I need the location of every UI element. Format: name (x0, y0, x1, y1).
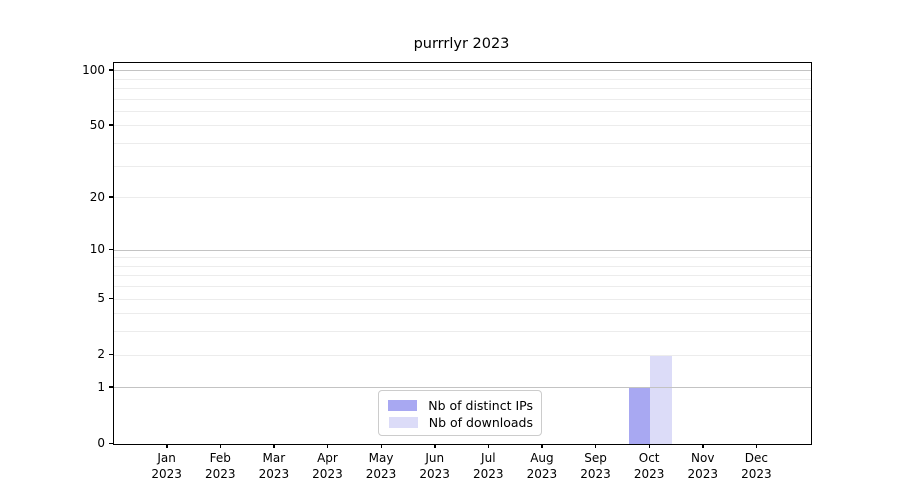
gridline-y-4 (114, 313, 811, 315)
y-tick-label-0: 0 (97, 436, 105, 450)
x-tick-6 (434, 444, 436, 448)
gridline-y-70 (114, 98, 811, 100)
gridline-y-6 (114, 286, 811, 288)
x-tick-9 (595, 444, 597, 448)
x-tick-4 (326, 444, 329, 448)
x-tick-label-mar-2023: Mar 2023 (258, 451, 290, 481)
x-tick-label-dec-2023: Dec 2023 (741, 451, 772, 481)
legend: Nb of distinct IPs Nb of downloads (378, 390, 542, 436)
y-tick-50 (109, 124, 113, 126)
y-tick-label-5: 5 (97, 291, 105, 306)
bar-nb-of-downloads-oct-2023 (650, 355, 672, 444)
x-tick-8 (541, 444, 543, 448)
y-tick-2 (109, 353, 113, 355)
y-tick-label-2: 2 (97, 347, 105, 362)
legend-item-downloads: Nb of downloads (385, 414, 533, 431)
bar-nb-of-distinct-ips-oct-2023 (628, 387, 651, 444)
y-tick-label-10: 10 (89, 242, 105, 256)
x-tick-label-nov-2023: Nov 2023 (687, 451, 719, 481)
x-tick-2 (219, 444, 222, 448)
y-tick-20 (109, 196, 113, 198)
x-tick-12 (755, 444, 758, 448)
x-tick-7 (487, 444, 490, 448)
gridline-y-2 (114, 354, 811, 356)
gridline-y-90 (114, 78, 811, 80)
x-tick-1 (166, 444, 168, 448)
y-tick-10 (109, 248, 113, 250)
gridline-y-10 (114, 249, 811, 251)
y-tick-label-20: 20 (89, 189, 105, 204)
legend-item-distinct-ips: Nb of distinct IPs (385, 397, 533, 414)
x-tick-label-may-2023: May 2023 (365, 451, 397, 481)
gridline-y-60 (114, 110, 811, 112)
x-tick-label-jan-2023: Jan 2023 (151, 451, 182, 481)
x-tick-label-feb-2023: Feb 2023 (204, 451, 236, 481)
legend-label-downloads: Nb of downloads (428, 415, 533, 430)
x-tick-label-apr-2023: Apr 2023 (312, 451, 343, 481)
x-tick-11 (702, 444, 704, 448)
y-tick-label-50: 50 (89, 117, 105, 132)
chart-title: purrrlyr 2023 (413, 36, 510, 52)
gridline-y-3 (114, 331, 811, 333)
gridline-y-80 (114, 87, 811, 89)
y-tick-label-100: 100 (82, 62, 105, 77)
x-tick-label-oct-2023: Oct 2023 (633, 451, 665, 481)
x-tick-label-jun-2023: Jun 2023 (419, 451, 450, 481)
legend-swatch-distinct-ips (388, 400, 418, 411)
gridline-y-5 (114, 298, 811, 300)
gridline-y-50 (114, 125, 811, 127)
x-tick-10 (648, 444, 651, 448)
plot-area (113, 62, 812, 445)
y-tick-label-1: 1 (97, 379, 105, 394)
x-tick-label-jul-2023: Jul 2023 (473, 451, 504, 481)
gridline-y-100 (114, 70, 811, 72)
gridline-y-30 (114, 165, 811, 167)
x-tick-5 (380, 444, 382, 448)
x-tick-3 (273, 444, 275, 448)
gridline-y-7 (114, 275, 811, 277)
x-tick-label-aug-2023: Aug 2023 (526, 451, 558, 481)
gridline-y-20 (114, 197, 811, 199)
gridline-y-9 (114, 257, 811, 259)
y-tick-5 (109, 297, 113, 299)
legend-swatch-downloads (388, 417, 418, 428)
x-tick-label-sep-2023: Sep 2023 (580, 451, 611, 481)
y-tick-100 (109, 69, 113, 71)
gridline-y-1 (114, 387, 811, 389)
gridline-y-40 (114, 143, 811, 145)
y-tick-0 (109, 442, 113, 444)
gridline-y-8 (114, 265, 811, 267)
y-tick-1 (109, 386, 113, 388)
legend-label-distinct-ips: Nb of distinct IPs (428, 398, 533, 413)
